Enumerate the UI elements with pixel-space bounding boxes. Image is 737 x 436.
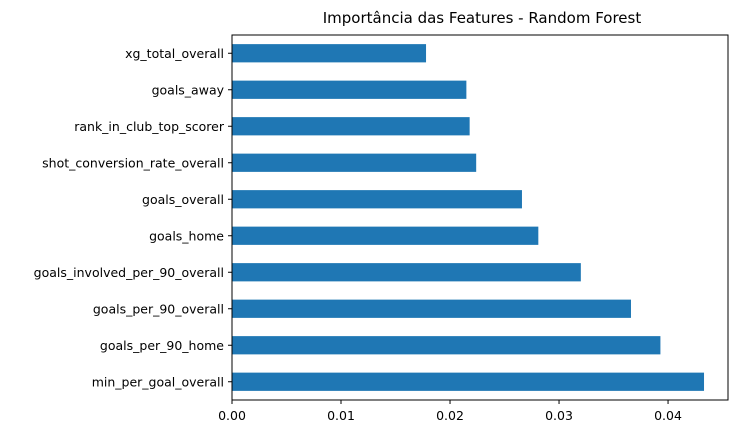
y-tick-label: goals_overall — [142, 192, 224, 207]
y-axis-ticks: min_per_goal_overall goals_per_90_home goa… — [34, 46, 232, 389]
x-tick-label: 0.00 — [218, 408, 246, 423]
bar-xg_total_overall — [232, 44, 427, 63]
y-tick-label: rank_in_club_top_scorer — [74, 119, 225, 134]
bar-min_per_goal_overall — [232, 372, 705, 391]
y-tick-label: goals_home — [149, 228, 224, 243]
bar-goals_per_90_home — [232, 336, 661, 355]
x-tick-label: 0.01 — [327, 408, 355, 423]
chart-title: Importância das Features - Random Forest — [323, 9, 642, 27]
x-axis-ticks: 0.00 0.01 0.02 0.03 0.04 — [218, 400, 682, 423]
bar-goals_overall — [232, 190, 522, 209]
bar-goals_per_90_overall — [232, 299, 631, 318]
bar-goals_home — [232, 226, 539, 245]
y-tick-label: min_per_goal_overall — [92, 374, 224, 389]
y-tick-label: shot_conversion_rate_overall — [42, 155, 224, 170]
bar-goals_away — [232, 80, 467, 99]
y-tick-label: xg_total_overall — [125, 46, 224, 61]
plot-frame — [231, 34, 729, 401]
x-tick-label: 0.03 — [545, 408, 573, 423]
y-tick-label: goals_per_90_home — [100, 338, 224, 353]
bar-goals_involved_per_90_overall — [232, 263, 581, 282]
x-tick-label: 0.04 — [654, 408, 682, 423]
y-tick-label: goals_away — [152, 82, 225, 97]
bar-rank_in_club_top_scorer — [232, 117, 470, 136]
x-tick-label: 0.02 — [436, 408, 464, 423]
y-tick-label: goals_involved_per_90_overall — [34, 265, 224, 280]
y-tick-label: goals_per_90_overall — [93, 301, 224, 316]
bar-shot_conversion_rate_overall — [232, 153, 477, 172]
bars-group — [232, 44, 705, 391]
